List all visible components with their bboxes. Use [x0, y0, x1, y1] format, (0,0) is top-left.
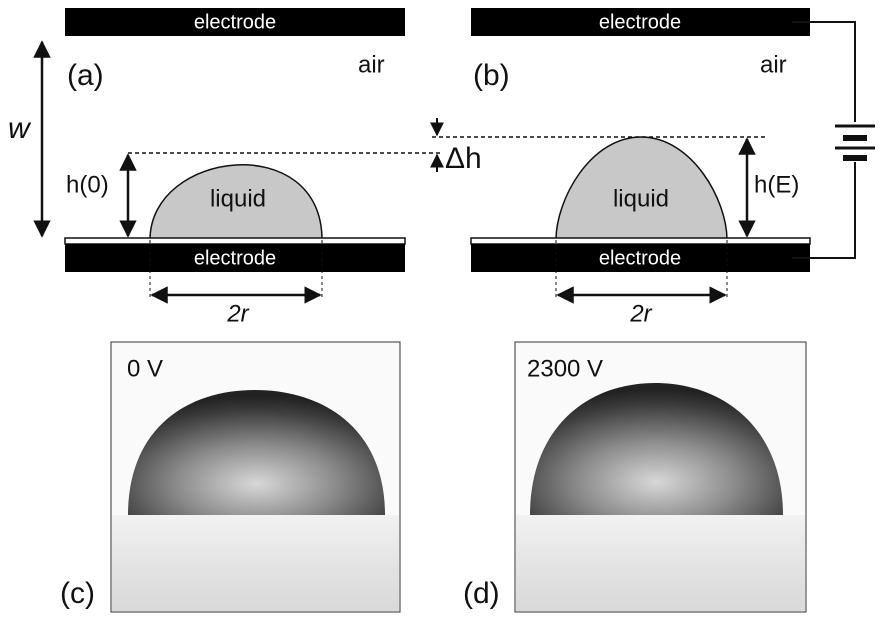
substrate — [65, 238, 405, 244]
medium-label: air — [760, 51, 787, 78]
photo-d: 2300 V (d) — [463, 342, 806, 612]
base-label: 2r — [226, 300, 249, 327]
electrode-label: electrode — [599, 11, 681, 33]
electrode-label: electrode — [599, 247, 681, 269]
panel-a: electrode (a) air w liquid h(0) electrod… — [8, 8, 440, 327]
panel-label: (b) — [473, 59, 510, 92]
voltage-label: 2300 V — [527, 355, 603, 382]
panel-label: (c) — [60, 577, 95, 610]
photo-floor — [516, 515, 805, 611]
height-label: h(E) — [754, 171, 799, 198]
drop-label: liquid — [613, 185, 669, 212]
figure: electrode (a) air w liquid h(0) electrod… — [0, 0, 881, 620]
delta-label: Δh — [445, 142, 482, 175]
voltage-label: 0 V — [127, 355, 163, 382]
drop-label: liquid — [210, 185, 266, 212]
gap-label: w — [8, 112, 32, 145]
battery-plate — [843, 155, 867, 161]
photo-floor — [112, 515, 399, 611]
electrode-label: electrode — [194, 247, 276, 269]
base-label: 2r — [629, 300, 652, 327]
photo-c: 0 V (c) — [60, 342, 400, 612]
panel-label: (a) — [67, 59, 104, 92]
panel-b: electrode (b) air liquid h(E) electrode … — [432, 8, 875, 327]
substrate — [471, 238, 810, 244]
panel-label: (d) — [463, 577, 500, 610]
battery-plate — [843, 135, 867, 141]
medium-label: air — [358, 51, 385, 78]
delta-group: Δh — [437, 118, 482, 175]
electrode-label: electrode — [194, 11, 276, 33]
height-label: h(0) — [66, 171, 109, 198]
